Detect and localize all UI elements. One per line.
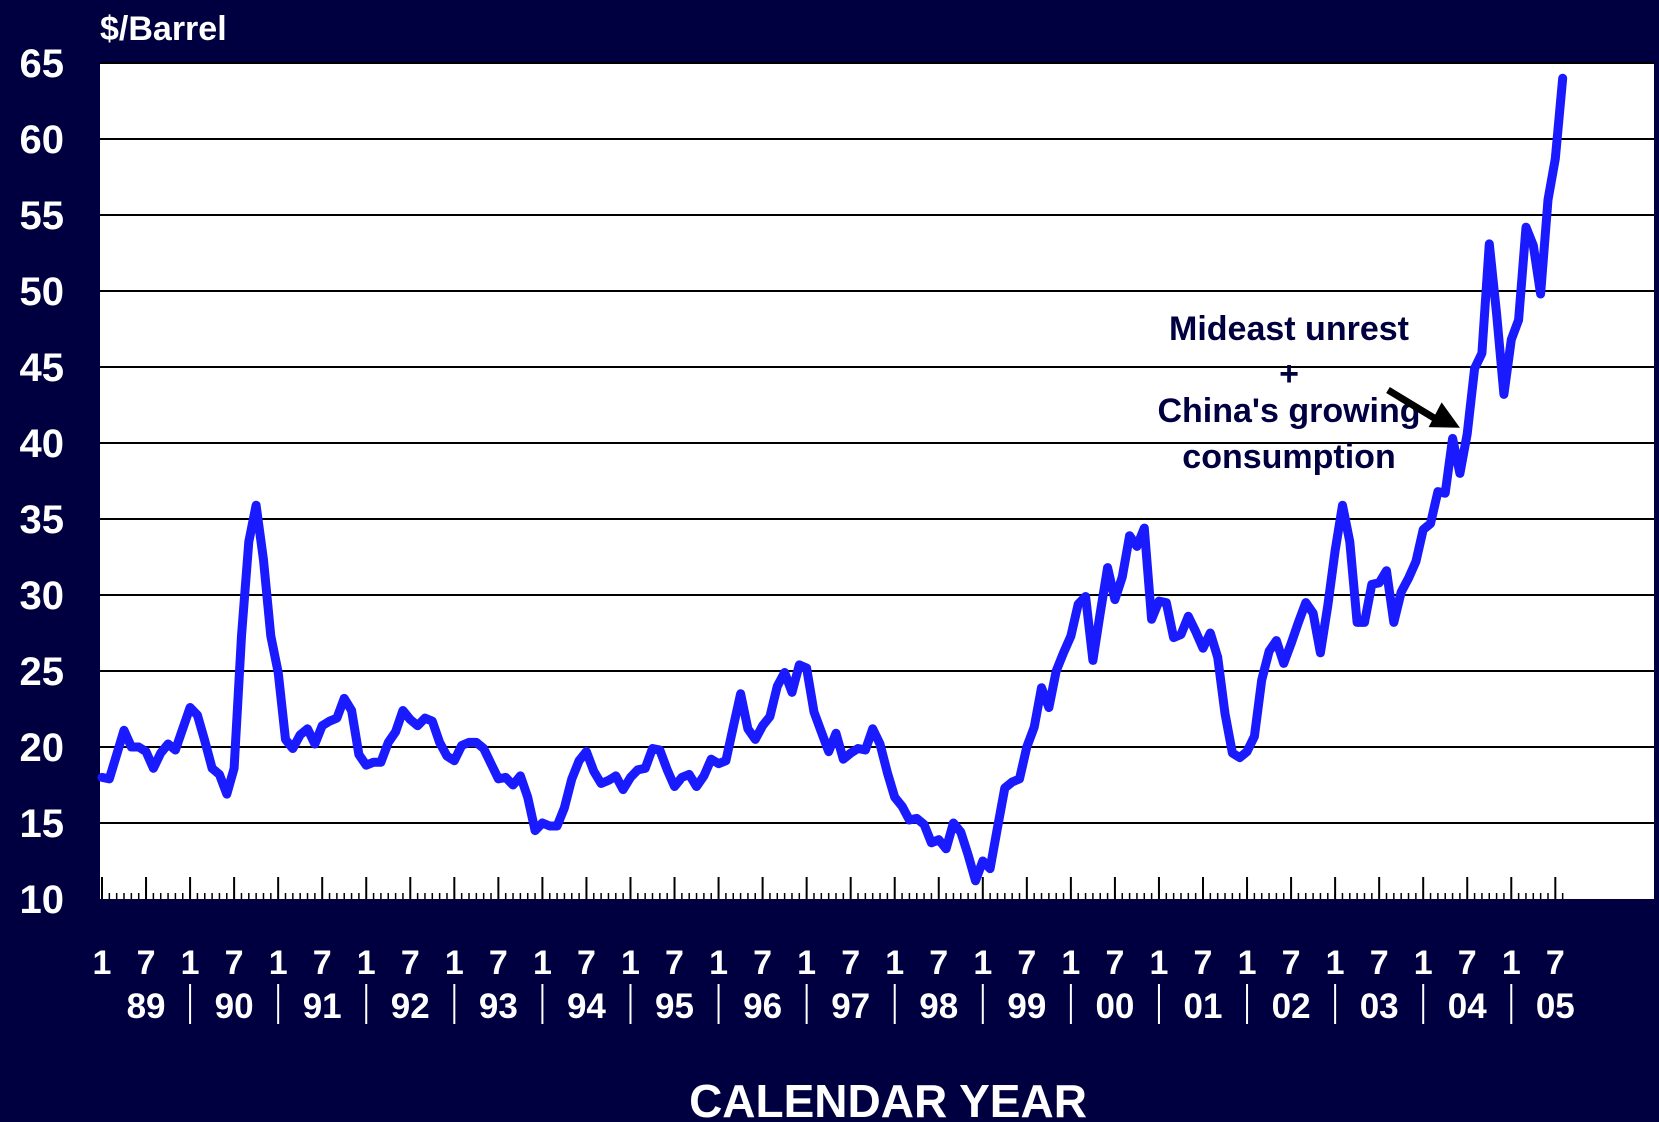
x-year-label: 91 bbox=[303, 987, 342, 1026]
x-year-label: 95 bbox=[655, 987, 694, 1026]
x-month-label: 7 bbox=[1458, 944, 1477, 982]
annotation-line: consumption bbox=[1182, 438, 1395, 476]
x-year-label: 93 bbox=[479, 987, 518, 1026]
annotation-arrow-head bbox=[1428, 402, 1460, 428]
x-year-label: 03 bbox=[1360, 987, 1399, 1026]
annotation-line: Mideast unrest bbox=[1169, 310, 1409, 348]
x-year-label: 98 bbox=[919, 987, 958, 1026]
x-month-label: 7 bbox=[137, 944, 156, 982]
x-month-label: 7 bbox=[1370, 944, 1389, 982]
y-tick-label: 60 bbox=[20, 118, 65, 162]
x-year-label: 00 bbox=[1095, 987, 1134, 1026]
x-month-label: 7 bbox=[1105, 944, 1124, 982]
x-month-label: 1 bbox=[797, 944, 816, 982]
x-month-label: 1 bbox=[1149, 944, 1168, 982]
annotation-line: China's growing bbox=[1157, 392, 1420, 430]
x-major-ticks bbox=[101, 877, 1557, 899]
x-month-label: 7 bbox=[1282, 944, 1301, 982]
x-month-label: 1 bbox=[181, 944, 200, 982]
x-month-label: 7 bbox=[1546, 944, 1565, 982]
y-tick-label: 65 bbox=[20, 42, 65, 86]
x-month-label: 1 bbox=[621, 944, 640, 982]
x-year-label: 05 bbox=[1536, 987, 1575, 1026]
y-tick-label: 55 bbox=[20, 194, 65, 238]
x-month-label: 7 bbox=[1017, 944, 1036, 982]
y-tick-label: 45 bbox=[20, 346, 65, 390]
x-month-label: 1 bbox=[973, 944, 992, 982]
x-month-label: 7 bbox=[313, 944, 332, 982]
x-month-label: 7 bbox=[841, 944, 860, 982]
x-month-label: 1 bbox=[445, 944, 464, 982]
y-tick-label: 15 bbox=[20, 802, 65, 846]
x-month-label: 1 bbox=[1326, 944, 1345, 982]
x-month-label: 1 bbox=[269, 944, 288, 982]
y-tick-label: 35 bbox=[20, 498, 65, 542]
y-axis-label: $/Barrel bbox=[100, 10, 227, 48]
y-tick-label: 20 bbox=[20, 726, 65, 770]
x-year-label: 89 bbox=[127, 987, 166, 1026]
x-year-label: 92 bbox=[391, 987, 430, 1026]
x-year-label: 94 bbox=[567, 987, 606, 1026]
x-month-label: 1 bbox=[357, 944, 376, 982]
y-tick-label: 40 bbox=[20, 422, 65, 466]
x-month-label: 1 bbox=[533, 944, 552, 982]
x-year-label: 97 bbox=[831, 987, 870, 1026]
x-year-labels: 89 90 91 92 93 94 95 96 97 98 99 00 01 02 03 04 05 bbox=[127, 984, 1575, 1026]
x-year-label: 01 bbox=[1184, 987, 1223, 1026]
x-year-label: 90 bbox=[215, 987, 254, 1026]
x-month-label: 7 bbox=[753, 944, 772, 982]
annotation-arrow-shaft bbox=[1386, 387, 1444, 426]
x-month-label: 1 bbox=[885, 944, 904, 982]
x-month-label: 7 bbox=[225, 944, 244, 982]
x-month-label: 1 bbox=[1502, 944, 1521, 982]
annotation-line: + bbox=[1279, 355, 1299, 393]
x-month-label: 7 bbox=[665, 944, 684, 982]
plot-area bbox=[100, 63, 1654, 899]
y-tick-label: 30 bbox=[20, 574, 65, 618]
x-month-label: 1 bbox=[1238, 944, 1257, 982]
x-month-label: 1 bbox=[709, 944, 728, 982]
y-tick-label: 25 bbox=[20, 650, 65, 694]
x-year-label: 04 bbox=[1448, 987, 1487, 1026]
x-month-label: 1 bbox=[1414, 944, 1433, 982]
x-month-label: 1 bbox=[1061, 944, 1080, 982]
x-axis-label: CALENDAR YEAR bbox=[689, 1075, 1087, 1122]
y-tick-label: 50 bbox=[20, 270, 65, 314]
x-month-label: 7 bbox=[929, 944, 948, 982]
x-year-label: 02 bbox=[1272, 987, 1311, 1026]
y-tick-labels: 10 15 20 25 30 35 40 45 50 55 60 65 bbox=[20, 42, 65, 922]
x-month-label: 7 bbox=[1194, 944, 1213, 982]
annotation: Mideast unrest +China's growing consumptio… bbox=[1157, 310, 1460, 476]
series-group bbox=[97, 73, 1568, 886]
x-month-label: 1 bbox=[93, 944, 112, 982]
y-tick-label: 10 bbox=[20, 878, 65, 922]
x-month-label: 7 bbox=[577, 944, 596, 982]
x-year-label: 96 bbox=[743, 987, 782, 1026]
x-month-label: 7 bbox=[401, 944, 420, 982]
oil-price-series-line bbox=[97, 73, 1568, 886]
x-month-label: 7 bbox=[489, 944, 508, 982]
x-year-label: 99 bbox=[1007, 987, 1046, 1026]
